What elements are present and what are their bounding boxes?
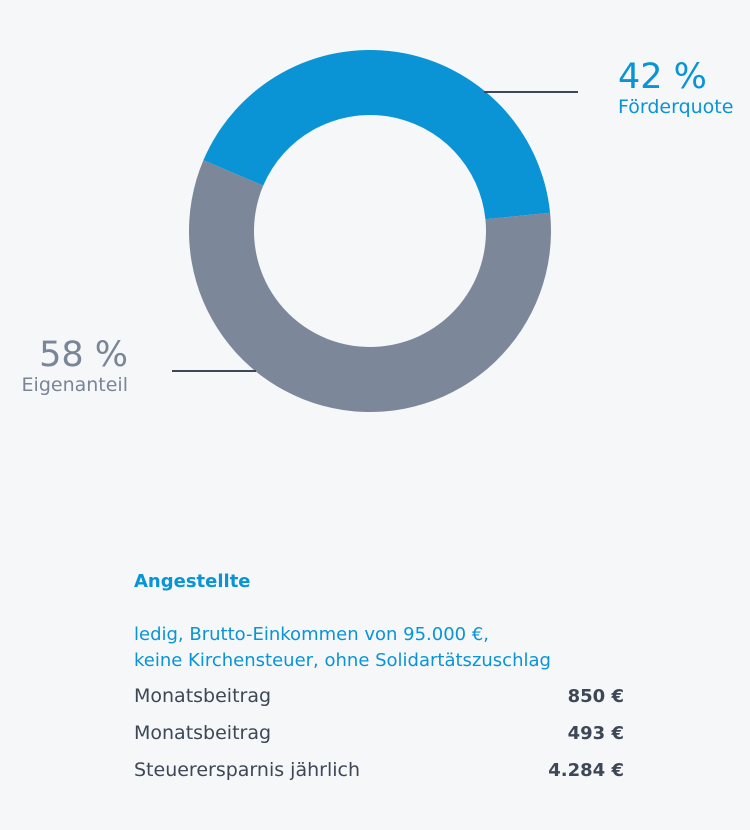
info-rows: Monatsbeitrag 850 € Monatsbeitrag 493 € … [134, 678, 624, 789]
donut-chart [172, 49, 578, 412]
slice-eigenanteil [189, 160, 552, 412]
info-description: ledig, Brutto-Einkommen von 95.000 €, ke… [134, 622, 624, 674]
eigenanteil-percent: 58 % [39, 335, 128, 375]
info-row: Steuerersparnis jährlich 4.284 € [134, 752, 624, 789]
row-label: Steuerersparnis jährlich [134, 759, 360, 781]
example-info: Angestellte ledig, Brutto-Einkommen von … [134, 570, 624, 789]
info-row: Monatsbeitrag 493 € [134, 715, 624, 752]
row-value: 493 € [567, 723, 624, 744]
row-value: 850 € [567, 686, 624, 707]
foerderquote-label: Förderquote [618, 96, 734, 118]
foerderquote-percent: 42 % [618, 57, 707, 97]
row-value: 4.284 € [548, 760, 624, 781]
description-line: keine Kirchensteuer, ohne Solidartätszus… [134, 650, 551, 671]
row-label: Monatsbeitrag [134, 722, 272, 744]
label-foerderquote: 42 % Förderquote [618, 58, 733, 118]
eigenanteil-label: Eigenanteil [21, 374, 128, 396]
info-row: Monatsbeitrag 850 € [134, 678, 624, 715]
description-line: ledig, Brutto-Einkommen von 95.000 €, [134, 624, 490, 645]
row-label: Monatsbeitrag [134, 685, 272, 707]
info-heading: Angestellte [134, 571, 251, 592]
label-eigenanteil: 58 % Eigenanteil [22, 336, 128, 396]
slice-foerderquote [203, 49, 551, 220]
